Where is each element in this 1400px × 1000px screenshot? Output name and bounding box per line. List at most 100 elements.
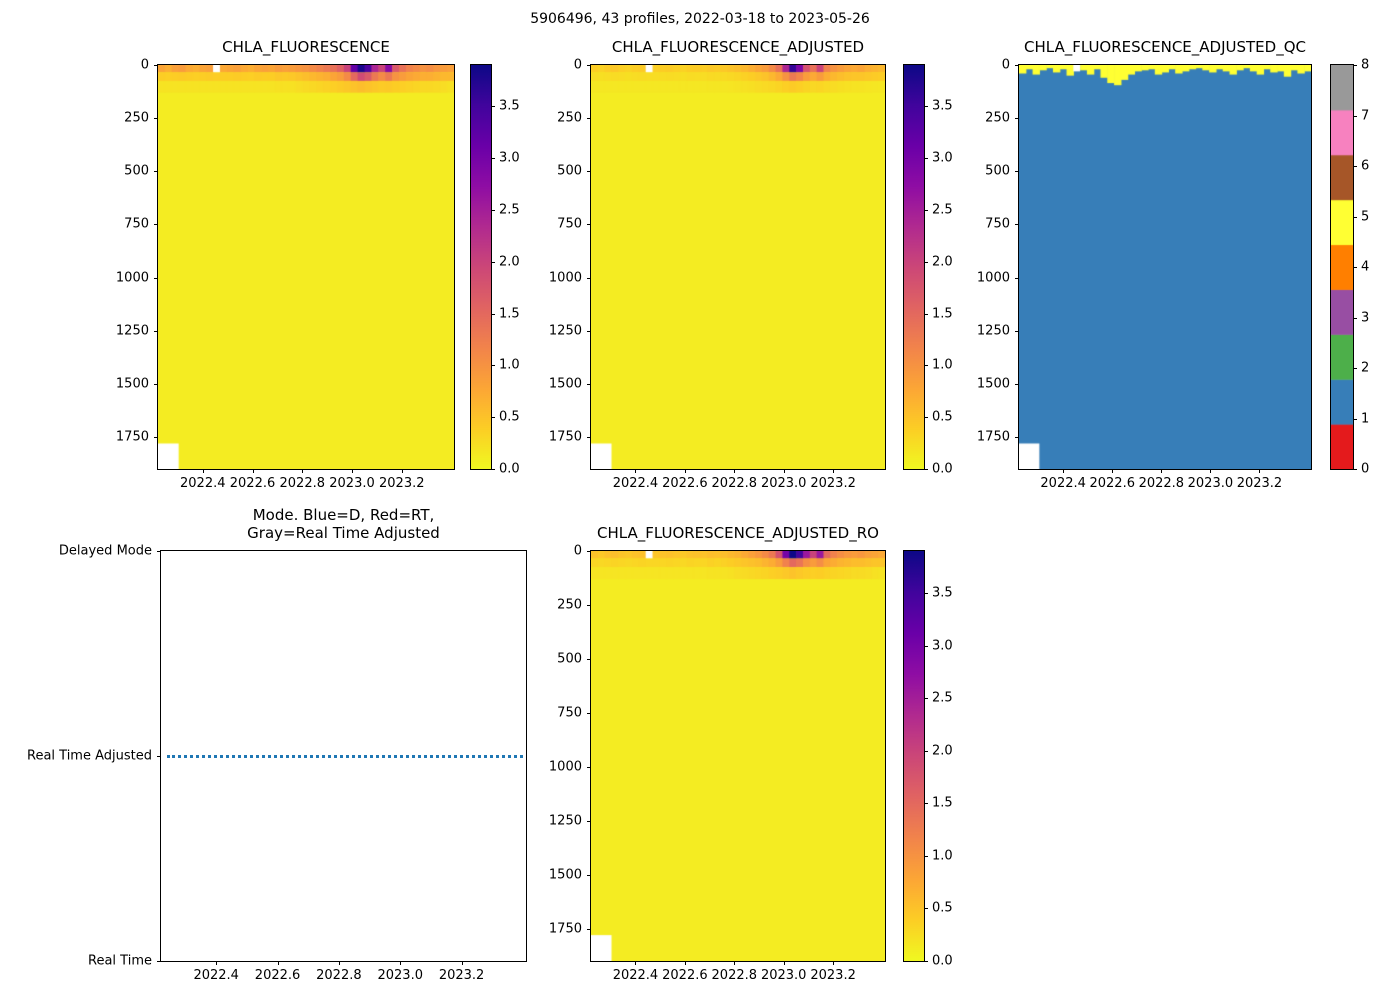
colorbar-tick-label: 3.0 xyxy=(499,150,520,166)
y-tick-mark xyxy=(587,551,591,552)
colorbar-tick-mark xyxy=(1353,115,1357,117)
colorbar-tick-mark xyxy=(924,313,928,315)
x-tick-mark xyxy=(734,961,736,965)
y-tick-label: 0 xyxy=(1001,57,1010,73)
x-tick-mark xyxy=(684,469,686,473)
x-tick-label: 2023.0 xyxy=(329,476,375,491)
x-tick-mark xyxy=(635,961,637,965)
subplot-chla-fluorescence-adjusted-ro: CHLA_FLUORESCENCE_ADJUSTED_RO 2022.4 2022… xyxy=(549,524,953,983)
y-tick-label: 750 xyxy=(985,216,1010,232)
colorbar-tick-mark xyxy=(491,261,495,263)
y-tick-label: 1500 xyxy=(115,376,149,392)
colorbar-tick-label: 8 xyxy=(1361,57,1370,73)
colorbar-tick-label: 0.5 xyxy=(499,409,520,425)
colorbar-tick-label: 2.0 xyxy=(499,254,520,270)
colorbar-tick-mark xyxy=(924,803,928,805)
colorbar-tick-label: 0 xyxy=(1361,461,1370,477)
y-tick-label: 1750 xyxy=(548,921,582,937)
colorbar-tick-label: 3.5 xyxy=(499,98,520,114)
y-tick-label: 1250 xyxy=(976,323,1010,339)
y-tick-mark xyxy=(587,658,591,660)
y-tick-mark xyxy=(1015,277,1019,279)
x-tick-label: 2023.0 xyxy=(760,968,807,983)
plot-title: CHLA_FLUORESCENCE_ADJUSTED xyxy=(611,38,865,57)
y-tick-label: 1000 xyxy=(115,270,149,286)
y-tick-mark xyxy=(154,383,158,385)
x-tick-mark xyxy=(1259,469,1261,473)
y-tick-label: 1500 xyxy=(976,376,1010,392)
colorbar-canvas xyxy=(904,65,924,469)
x-tick-mark xyxy=(461,961,463,965)
colorbar-tick-label: 1.0 xyxy=(932,848,953,864)
colorbar-tick-label: 1.5 xyxy=(499,306,520,322)
plot-title: CHLA_FLUORESCENCE xyxy=(222,38,390,57)
y-tick-mark xyxy=(154,437,158,439)
y-tick-mark xyxy=(154,118,158,120)
y-tick-label: 1750 xyxy=(976,429,1010,445)
colorbar-tick-label: 7 xyxy=(1361,108,1370,123)
y-tick-label: 1500 xyxy=(548,376,582,392)
subplot-chla-fluorescence-adjusted: CHLA_FLUORESCENCE_ADJUSTED 2022.4 2022.6 2… xyxy=(549,38,953,491)
y-tick-label: 250 xyxy=(124,110,149,126)
plot-title: CHLA_FLUORESCENCE_ADJUSTED_RO xyxy=(597,524,879,543)
colorbar: 0.0 0.5 1.0 1.5 2.0 2.5 3.0 3.5 xyxy=(903,64,953,477)
x-tick-label: 2022.4 xyxy=(180,476,226,491)
y-tick-label: Real Time xyxy=(88,953,152,969)
subplot-mode: Mode. Blue=D, Red=RT, Gray=Real Time Adj… xyxy=(27,506,527,983)
colorbar-tick-mark xyxy=(924,698,928,700)
x-tick-mark xyxy=(1063,469,1065,473)
colorbar-tick-mark xyxy=(491,210,495,212)
colorbar-tick-mark xyxy=(491,313,495,315)
x-tick-mark xyxy=(401,469,403,473)
y-tick-label: 1750 xyxy=(115,429,149,445)
y-tick-label: 500 xyxy=(557,651,582,667)
x-tick-mark xyxy=(684,961,686,965)
heatmap-canvas xyxy=(1019,65,1311,469)
colorbar-tick-label: 1.5 xyxy=(932,795,953,811)
colorbar-tick-label: 2.5 xyxy=(932,690,953,706)
plot-title-line1: Mode. Blue=D, Red=RT, xyxy=(252,505,435,524)
y-tick-mark xyxy=(587,766,591,768)
x-tick-label: 2023.0 xyxy=(760,476,807,491)
colorbar-tick-mark xyxy=(1353,216,1357,218)
colorbar-tick-mark xyxy=(924,365,928,367)
colorbar-tick-mark xyxy=(924,106,928,108)
colorbar-tick-mark xyxy=(924,645,928,647)
colorbar-tick-label: 1.0 xyxy=(499,357,520,373)
x-tick-label: 2022.6 xyxy=(1089,476,1135,491)
x-tick-label: 2023.0 xyxy=(1187,476,1234,491)
x-tick-label: 2023.2 xyxy=(1236,476,1283,491)
plot-area: 2022.4 2022.6 2022.8 2023.0 2023.2 Delayed Mo… xyxy=(27,544,527,983)
y-tick-mark xyxy=(1015,330,1019,332)
y-tick-mark xyxy=(154,224,158,226)
x-tick-mark xyxy=(252,469,254,473)
colorbar-tick-mark xyxy=(491,365,495,367)
x-tick-label: 2023.2 xyxy=(810,476,856,491)
x-tick-label: 2023.2 xyxy=(379,476,425,491)
y-tick-mark xyxy=(1015,224,1019,226)
y-tick-label: 0 xyxy=(140,57,149,73)
colorbar-tick-label: 3.0 xyxy=(932,150,953,166)
x-tick-label: 2022.8 xyxy=(316,968,362,983)
y-tick-mark xyxy=(587,383,591,385)
colorbar-tick-mark xyxy=(924,261,928,263)
x-tick-label: 2022.8 xyxy=(279,476,326,491)
colorbar-tick-mark xyxy=(924,593,928,595)
y-tick-mark xyxy=(587,928,591,930)
colorbar-tick-label: 4 xyxy=(1361,259,1370,275)
y-tick-label: Real Time Adjusted xyxy=(27,748,152,764)
y-tick-mark xyxy=(587,330,591,332)
colorbar-tick-mark xyxy=(924,158,928,160)
subplot-chla-fluorescence: CHLA_FLUORESCENCE 2022.4 2022.6 2022.8 2023… xyxy=(116,38,520,491)
y-tick-label: 500 xyxy=(557,163,582,179)
y-tick-label: 750 xyxy=(557,216,582,232)
y-tick-mark xyxy=(587,874,591,876)
y-tick-label: 1250 xyxy=(548,813,582,829)
colorbar-tick-label: 2.0 xyxy=(932,254,953,270)
x-tick-mark xyxy=(783,469,785,473)
y-tick-label: 1500 xyxy=(548,867,582,883)
colorbar-tick-mark xyxy=(924,750,928,752)
colorbar: 0 1 2 3 4 5 6 7 8 xyxy=(1330,58,1369,477)
colorbar-tick-mark xyxy=(924,961,928,962)
